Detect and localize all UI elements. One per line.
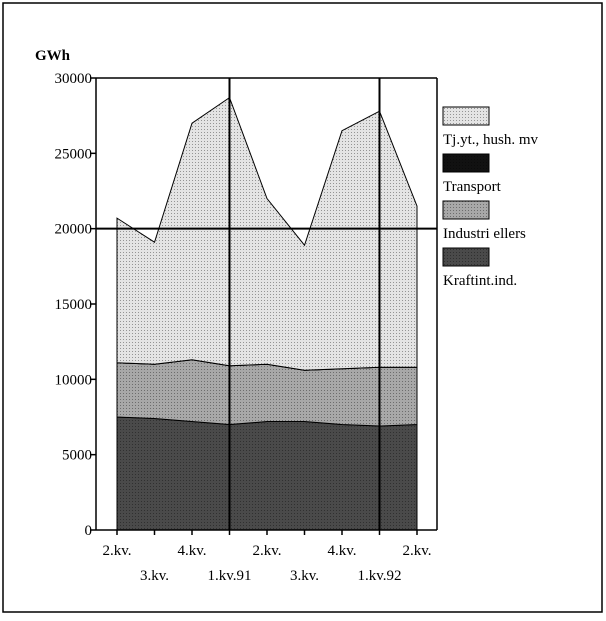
x-tick-label: 4.kv.	[327, 543, 356, 559]
legend-swatch-texture	[443, 154, 489, 172]
legend-label: Industri ellers	[443, 226, 526, 242]
x-tick-label: 2.kv.	[252, 543, 281, 559]
frame	[2, 2, 603, 613]
legend-label: Tj.yt., hush. mv	[443, 132, 539, 148]
x-tick-label: 4.kv.	[177, 543, 206, 559]
area-texture	[117, 417, 417, 530]
legend-label: Kraftint.ind.	[443, 273, 517, 289]
y-tick-label: 0	[85, 523, 93, 539]
legend-swatch-texture	[443, 107, 489, 125]
legend-label: Transport	[443, 179, 502, 195]
x-tick-label: 2.kv.	[402, 543, 431, 559]
y-tick-label: 15000	[55, 297, 93, 313]
x-tick-label: 2.kv.	[102, 543, 131, 559]
y-tick-label: 30000	[55, 71, 93, 87]
y-tick-label: 5000	[62, 448, 92, 464]
y-tick-label: 20000	[55, 222, 93, 238]
y-tick-label: 10000	[55, 372, 93, 388]
legend-swatch-texture	[443, 248, 489, 266]
x-tick-label: 1.kv.92	[357, 568, 401, 584]
x-tick-label: 3.kv.	[140, 568, 169, 584]
y-axis-label: GWh	[35, 48, 71, 64]
legend-swatch-texture	[443, 201, 489, 219]
area-texture	[117, 97, 417, 371]
x-tick-label: 1.kv.91	[207, 568, 251, 584]
y-tick-label: 25000	[55, 146, 93, 162]
x-tick-label: 3.kv.	[290, 568, 319, 584]
area-texture	[117, 359, 417, 427]
